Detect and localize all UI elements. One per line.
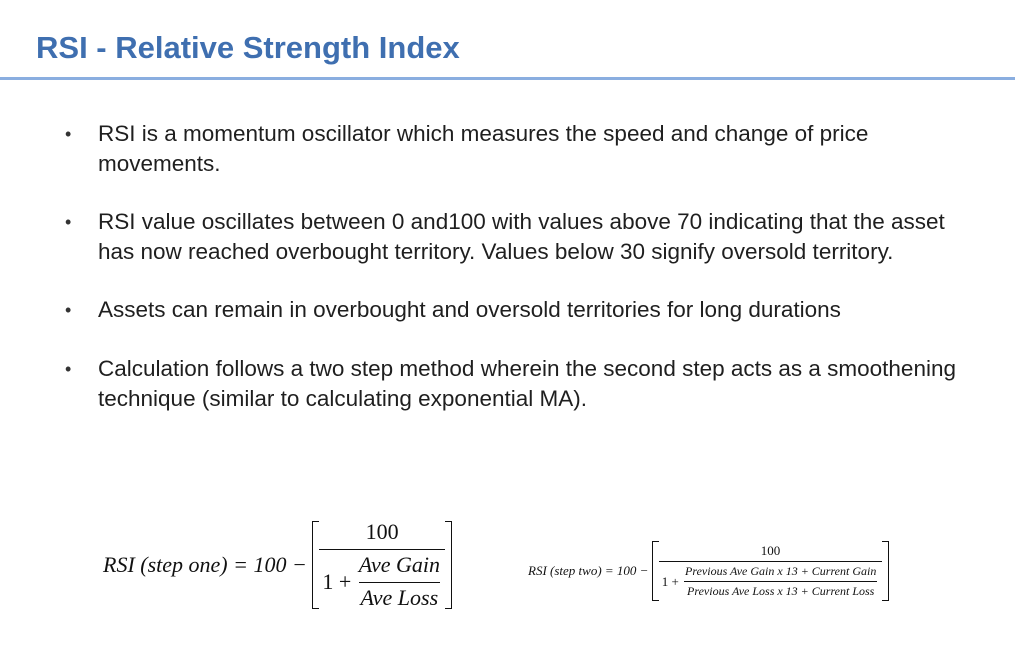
bullet-item: • RSI value oscillates between 0 and100 … (65, 207, 985, 267)
formula-step-one-ave-loss: Ave Loss (358, 582, 441, 611)
formula-step-two-denominator: 1 + Previous Ave Gain x 13 + Current Gai… (658, 561, 883, 599)
formula-step-one: RSI (step one) = 100 − 100 1 + Ave Gain … (103, 519, 452, 611)
bullet-marker: • (65, 124, 72, 144)
bullet-marker: • (65, 212, 72, 232)
bullet-text: RSI value oscillates between 0 and100 wi… (98, 209, 945, 264)
title-divider (0, 77, 1015, 80)
formula-step-one-ave-gain: Ave Gain (358, 552, 440, 577)
formula-step-two-outer-fraction: 100 1 + Previous Ave Gain x 13 + Current… (658, 543, 883, 599)
formula-step-two-numerator: 100 (760, 543, 781, 558)
bullet-item: • Assets can remain in overbought and ov… (65, 295, 985, 325)
formula-step-one-outer-fraction: 100 1 + Ave Gain Ave Loss (319, 519, 445, 611)
formula-step-two-lhs: RSI (step two) = 100 − (528, 563, 652, 578)
formula-step-one-bracket: 100 1 + Ave Gain Ave Loss (312, 519, 452, 611)
bullet-marker: • (65, 359, 72, 379)
bullet-item: • RSI is a momentum oscillator which mea… (65, 119, 985, 179)
formula-step-two-bracket: 100 1 + Previous Ave Gain x 13 + Current… (651, 541, 890, 601)
bullet-text: Assets can remain in overbought and over… (98, 297, 841, 322)
formula-step-two-inner-fraction: Previous Ave Gain x 13 + Current Gain Pr… (682, 564, 879, 599)
formula-step-two: RSI (step two) = 100 − 100 1 + Previous … (528, 540, 889, 602)
slide-title: RSI - Relative Strength Index (36, 30, 460, 65)
formula-step-one-inner-fraction: Ave Gain Ave Loss (357, 552, 442, 611)
formula-step-one-numerator: 100 (365, 519, 399, 544)
bullet-item: • Calculation follows a two step method … (65, 354, 985, 414)
formula-step-two-previous-loss: Previous Ave Loss x 13 + Current Loss (684, 581, 878, 599)
bullet-marker: • (65, 300, 72, 320)
formula-step-one-one-plus: 1 + (322, 568, 357, 594)
bullet-text: Calculation follows a two step method wh… (98, 356, 956, 411)
formula-step-one-denominator: 1 + Ave Gain Ave Loss (319, 549, 445, 611)
formula-step-one-lhs: RSI (step one) = 100 − (103, 552, 313, 577)
bullet-text: RSI is a momentum oscillator which measu… (98, 121, 869, 176)
formula-step-two-previous-gain: Previous Ave Gain x 13 + Current Gain (685, 564, 877, 578)
bullet-list: • RSI is a momentum oscillator which mea… (65, 119, 985, 414)
formula-step-two-one-plus: 1 + (661, 573, 683, 589)
